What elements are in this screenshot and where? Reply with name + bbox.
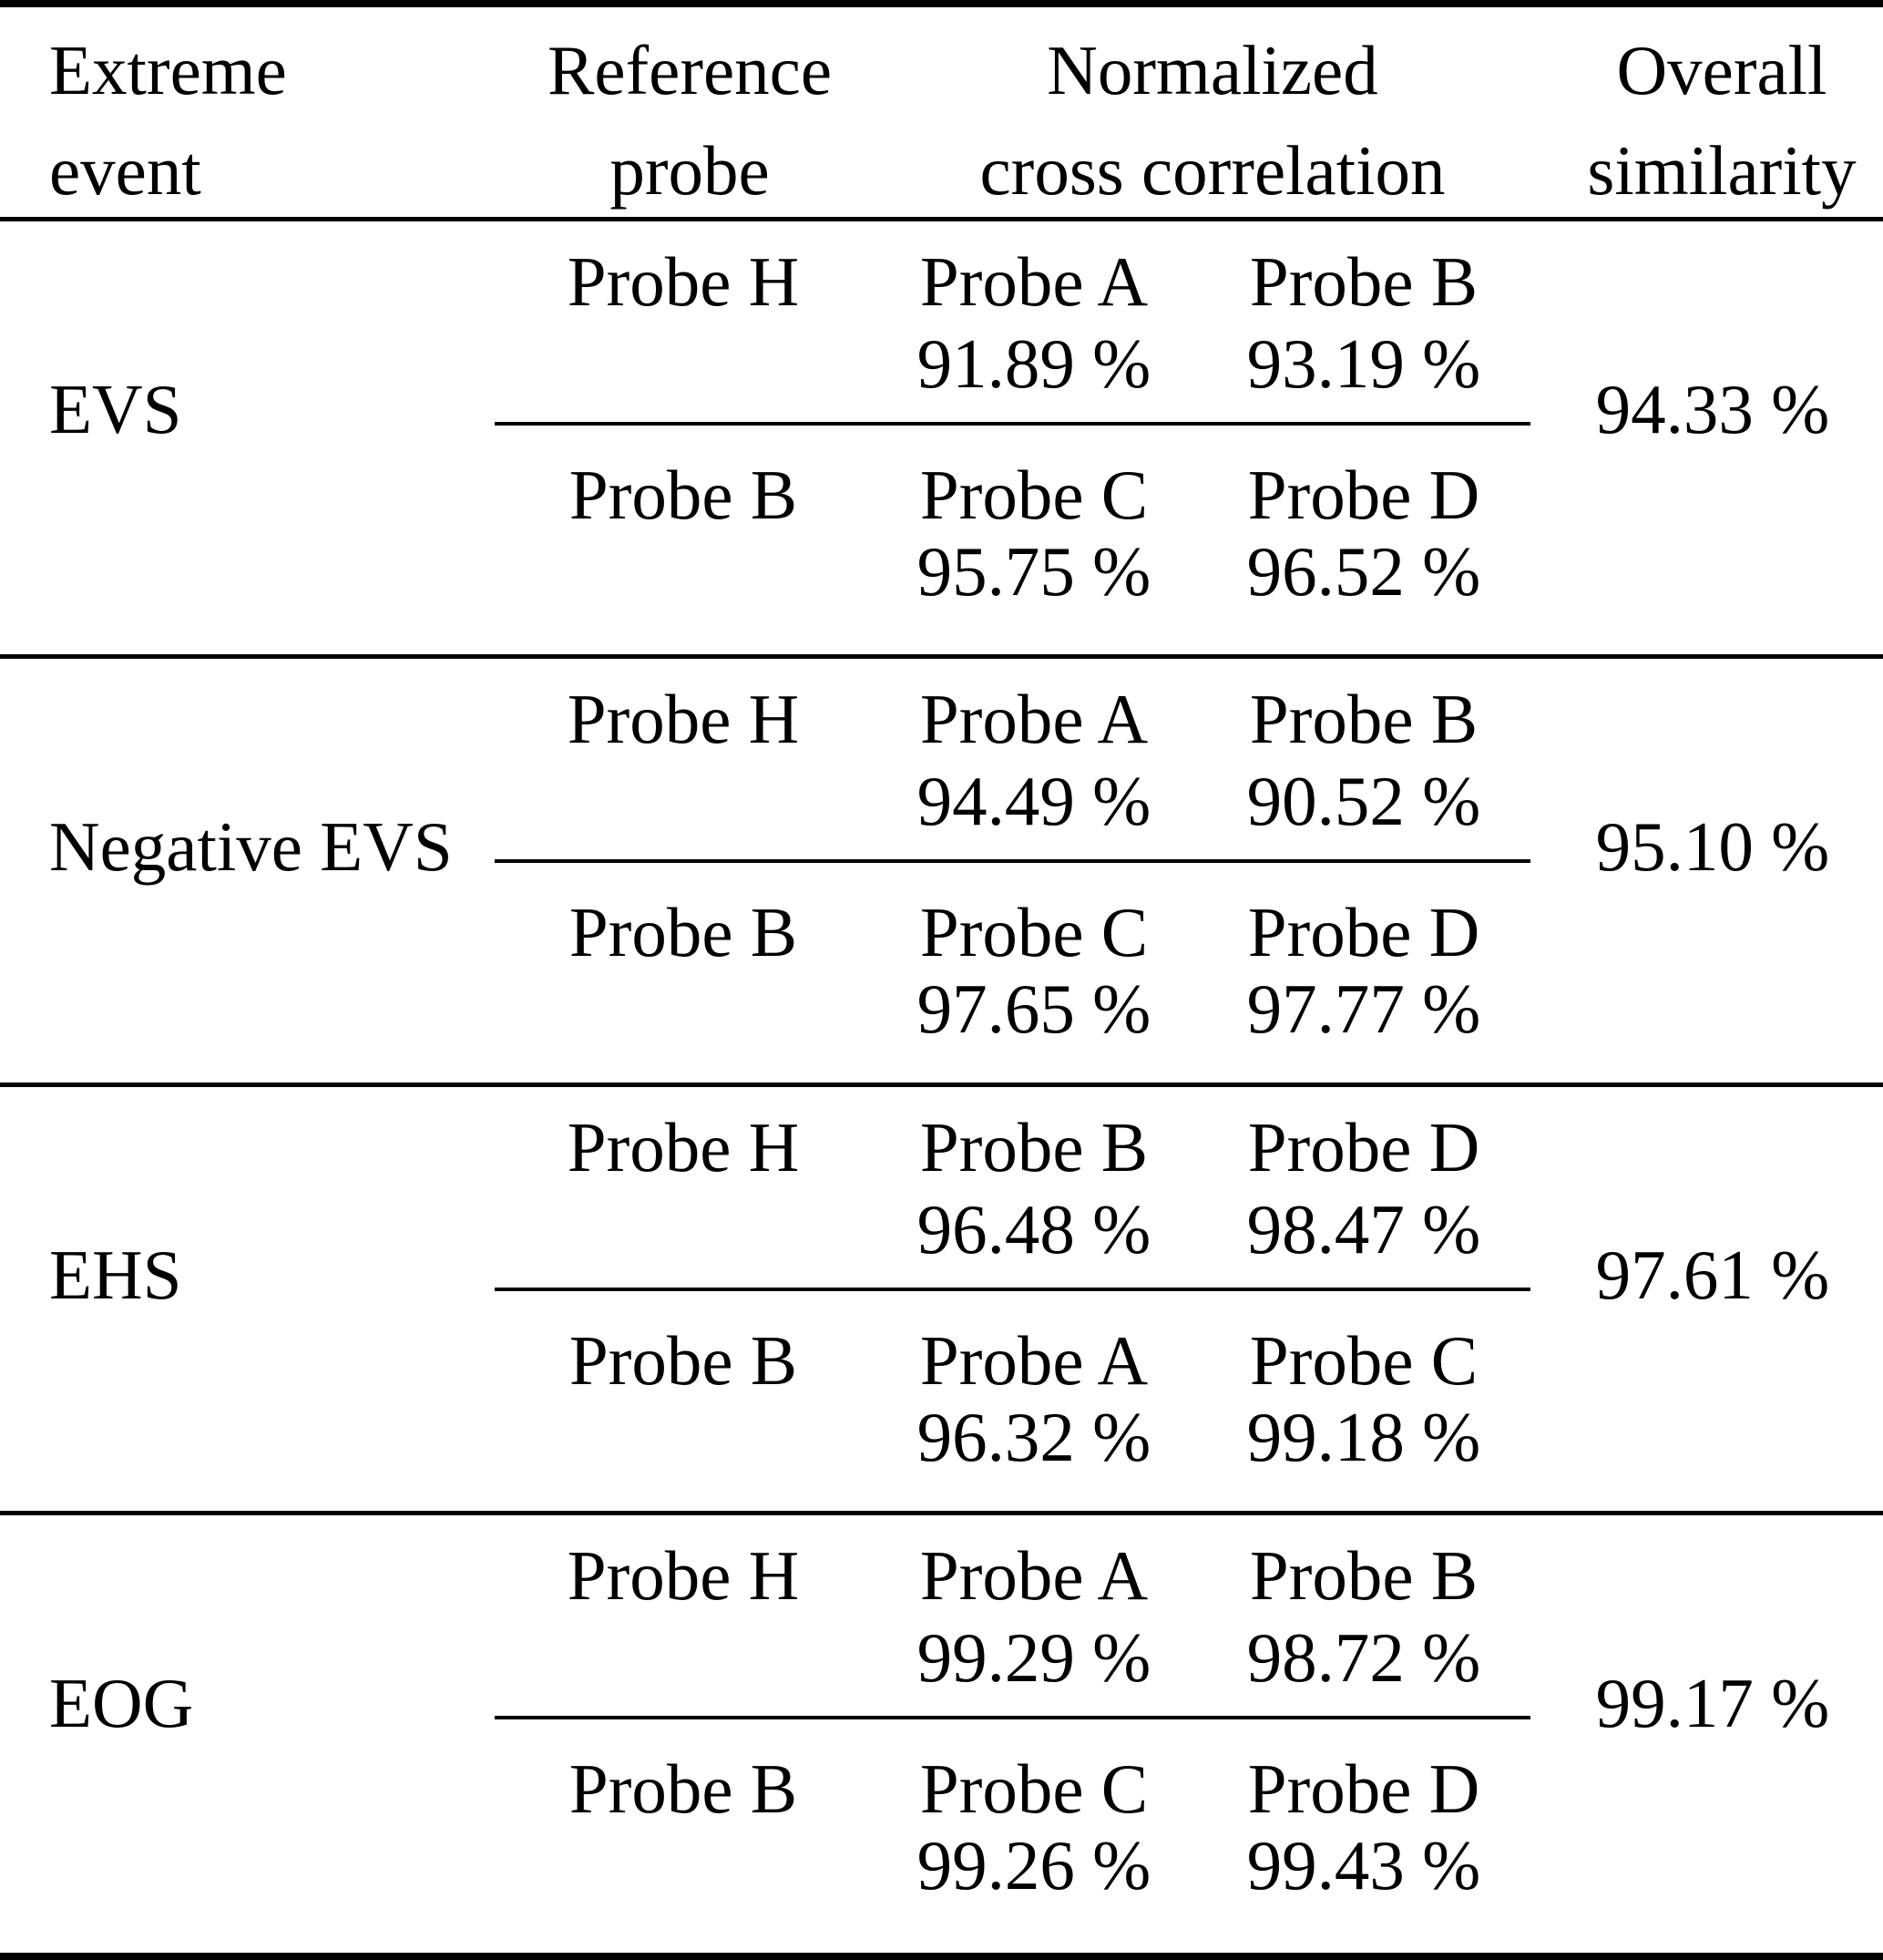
- probe-name: Probe A: [919, 1536, 1149, 1615]
- table-section-negative-evs: Negative EVS Probe H Probe A Probe B 94.…: [0, 659, 1883, 1087]
- bottom-rule: [0, 1953, 1883, 1960]
- probe-value: 98.72 %: [1246, 1618, 1481, 1697]
- extreme-event-header: Extreme event: [49, 20, 287, 221]
- top-rule: [0, 0, 1883, 7]
- probe-value: 94.49 %: [916, 762, 1151, 840]
- probe-value: 97.77 %: [1246, 970, 1481, 1048]
- table-section-ehs: EHS Probe H Probe B Probe D 96.48 % 98.4…: [0, 1087, 1883, 1515]
- probe-name: Probe D: [1247, 1108, 1480, 1186]
- reference-probe-label: Probe B: [568, 893, 798, 971]
- reference-probe-header: Reference probe: [507, 20, 872, 221]
- probe-value: 93.19 %: [1246, 324, 1481, 403]
- probe-name: Probe C: [919, 456, 1149, 534]
- header-line: Overall: [1616, 31, 1827, 109]
- reference-probe-label: Probe H: [567, 242, 800, 321]
- probe-value: 99.29 %: [916, 1618, 1151, 1697]
- header-line: Reference: [547, 31, 833, 109]
- table-section-evs: EVS Probe H Probe A Probe B 91.89 % 93.1…: [0, 221, 1883, 650]
- reference-probe-label: Probe B: [568, 1321, 798, 1400]
- probe-name: Probe B: [1249, 680, 1479, 758]
- event-label: Negative EVS: [49, 807, 453, 886]
- normalized-cross-correlation-header: Normalized cross correlation: [939, 20, 1486, 221]
- reference-probe-label: Probe B: [568, 456, 798, 534]
- probe-value: 99.43 %: [1246, 1826, 1481, 1904]
- probe-name: Probe A: [919, 680, 1149, 758]
- probe-name: Probe C: [919, 1750, 1149, 1828]
- header-rule: [0, 217, 1883, 221]
- probe-value: 95.75 %: [916, 532, 1151, 611]
- overall-similarity-value: 99.17 %: [1595, 1664, 1830, 1742]
- overall-similarity-value: 94.33 %: [1595, 370, 1830, 448]
- probe-name: Probe D: [1247, 456, 1480, 534]
- overall-similarity-value: 95.10 %: [1595, 807, 1830, 886]
- probe-value: 91.89 %: [916, 324, 1151, 403]
- header-line: event: [49, 131, 201, 210]
- probe-name: Probe D: [1247, 1750, 1480, 1828]
- overall-similarity-value: 97.61 %: [1595, 1236, 1830, 1314]
- header-line: cross correlation: [979, 131, 1446, 210]
- section-divider: [0, 1083, 1883, 1087]
- probe-name: Probe C: [919, 893, 1149, 971]
- probe-name: Probe A: [919, 242, 1149, 321]
- reference-probe-label: Probe H: [567, 1108, 800, 1186]
- reference-probe-label: Probe H: [567, 1536, 800, 1615]
- probe-name: Probe D: [1247, 893, 1480, 971]
- probe-value: 96.48 %: [916, 1190, 1151, 1268]
- header-line: similarity: [1587, 131, 1857, 210]
- probe-value: 98.47 %: [1246, 1190, 1481, 1268]
- subrow-divider: [495, 859, 1530, 863]
- overall-similarity-header: Overall similarity: [1549, 20, 1883, 221]
- event-label: EOG: [49, 1664, 194, 1742]
- probe-value: 97.65 %: [916, 970, 1151, 1048]
- section-divider: [0, 654, 1883, 659]
- probe-name: Probe B: [1249, 242, 1479, 321]
- probe-name: Probe B: [1249, 1536, 1479, 1615]
- event-label: EVS: [49, 370, 182, 448]
- probe-name: Probe C: [1249, 1321, 1479, 1400]
- section-divider: [0, 1511, 1883, 1515]
- probe-value: 90.52 %: [1246, 762, 1481, 840]
- subrow-divider: [495, 422, 1530, 426]
- probe-name: Probe B: [919, 1108, 1149, 1186]
- header-line: probe: [609, 131, 770, 210]
- probe-value: 96.52 %: [1246, 532, 1481, 611]
- header-line: Extreme: [49, 31, 287, 109]
- probe-value: 96.32 %: [916, 1398, 1151, 1476]
- probe-name: Probe A: [919, 1321, 1149, 1400]
- reference-probe-label: Probe B: [568, 1750, 798, 1828]
- probe-value: 99.18 %: [1246, 1398, 1481, 1476]
- subrow-divider: [495, 1288, 1530, 1291]
- table-section-eog: EOG Probe H Probe A Probe B 99.29 % 98.7…: [0, 1515, 1883, 1944]
- reference-probe-label: Probe H: [567, 680, 800, 758]
- event-label: EHS: [49, 1236, 182, 1314]
- subrow-divider: [495, 1716, 1530, 1719]
- header-line: Normalized: [1047, 31, 1378, 109]
- probe-value: 99.26 %: [916, 1826, 1151, 1904]
